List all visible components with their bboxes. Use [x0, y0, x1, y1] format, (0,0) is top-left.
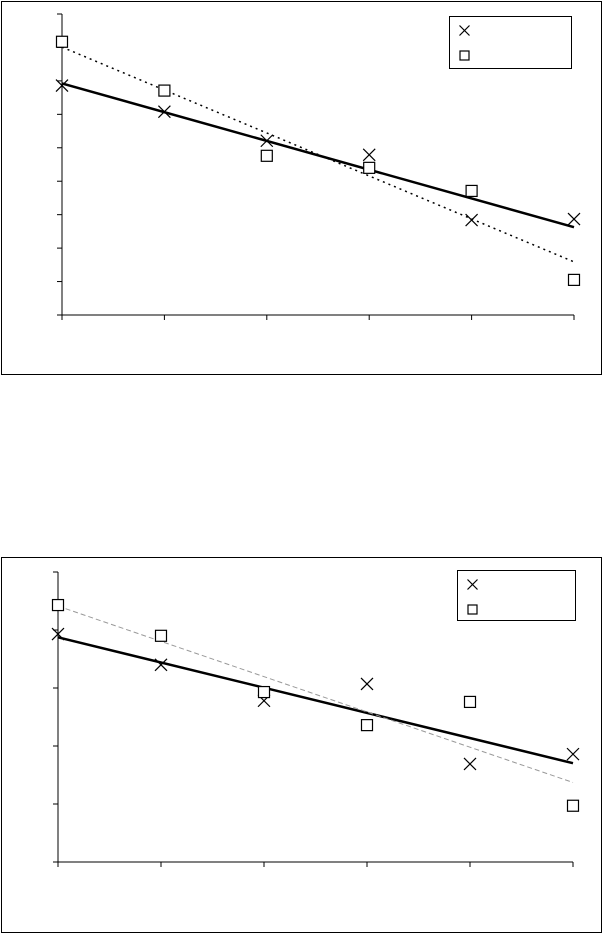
square-marker — [51, 598, 65, 612]
legend-box — [449, 16, 572, 69]
marker-stroke — [154, 658, 168, 672]
cross-marker — [51, 627, 65, 641]
cross-marker — [567, 212, 581, 226]
square-marker — [257, 685, 271, 699]
square-marker — [363, 161, 376, 174]
legend-marker — [467, 604, 478, 615]
cross-marker — [360, 677, 374, 691]
marker-stroke — [463, 757, 477, 771]
cross-marker — [154, 658, 168, 672]
square-marker — [463, 695, 477, 709]
chart-frame — [1, 557, 602, 933]
legend-marker — [459, 50, 470, 61]
marker-stroke — [465, 213, 479, 227]
cross-marker — [465, 213, 479, 227]
cross-marker — [55, 79, 69, 92]
cross-marker — [566, 747, 580, 761]
trend-line — [57, 636, 574, 765]
marker-stroke — [51, 627, 65, 641]
trend-line — [61, 82, 575, 229]
marker-stroke — [362, 148, 376, 162]
marker-stroke — [459, 25, 470, 36]
cross-marker — [463, 757, 477, 771]
trend-line — [61, 46, 575, 263]
square-marker — [55, 35, 69, 48]
square-marker — [566, 799, 580, 812]
cross-marker — [362, 148, 376, 162]
square-marker — [465, 184, 478, 198]
square-marker — [154, 629, 168, 642]
marker-stroke — [467, 579, 478, 590]
legend-marker — [459, 25, 470, 36]
marker-stroke — [567, 212, 581, 226]
cross-marker — [157, 105, 171, 119]
legend-marker — [467, 579, 478, 590]
marker-stroke — [566, 747, 580, 761]
marker-stroke — [157, 105, 171, 119]
square-marker — [360, 719, 374, 732]
cross-marker — [260, 134, 274, 148]
square-marker — [158, 84, 171, 97]
marker-stroke — [260, 134, 274, 148]
chart-frame — [1, 1, 602, 375]
square-marker — [567, 273, 581, 286]
square-marker — [260, 149, 273, 162]
marker-stroke — [360, 677, 374, 691]
marker-stroke — [55, 79, 69, 92]
trend-line — [57, 605, 574, 783]
